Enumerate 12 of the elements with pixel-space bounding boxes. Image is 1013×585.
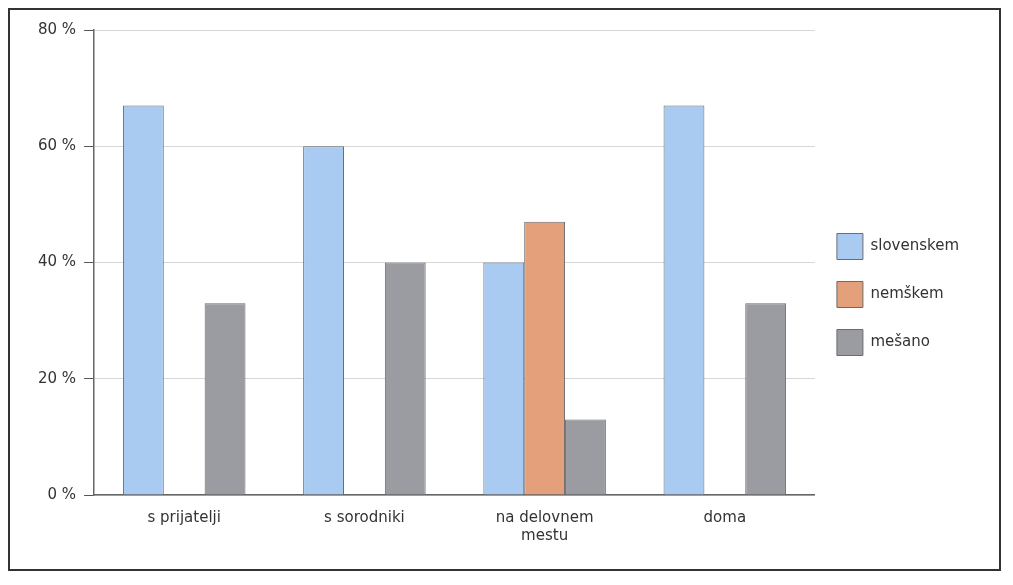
legend-label: mešano: [870, 332, 930, 351]
legend-label: slovenskem: [870, 236, 960, 255]
y-tick-label: 40 %: [38, 252, 77, 271]
x-tick-label: s sorodniki: [324, 507, 405, 526]
y-tick-label: 0 %: [47, 484, 77, 503]
legend-label: nemškem: [870, 284, 944, 303]
x-tick-label: s prijatelji: [147, 507, 221, 526]
y-tick-label: 20 %: [38, 368, 77, 387]
y-tick-label: 60 %: [38, 136, 77, 155]
y-tick-label: 80 %: [38, 19, 77, 38]
x-tick-label: na delovnem mestu: [495, 507, 594, 544]
x-tick-label: doma: [703, 507, 747, 526]
